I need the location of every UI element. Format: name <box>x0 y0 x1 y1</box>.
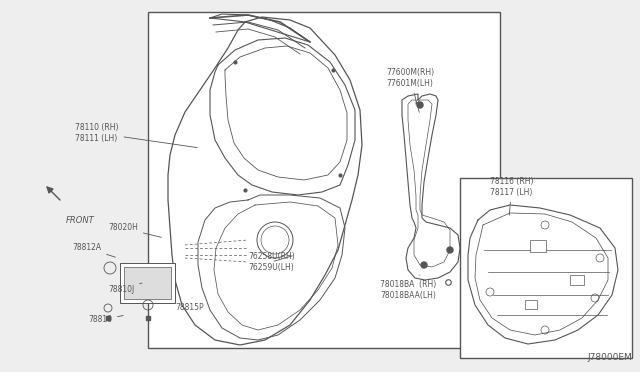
Text: 76258U(RH)
76259U(LH): 76258U(RH) 76259U(LH) <box>248 252 295 272</box>
Bar <box>530 240 546 252</box>
Bar <box>124 267 171 299</box>
Bar <box>570 275 584 285</box>
Text: 78812A: 78812A <box>72 244 115 257</box>
Polygon shape <box>210 14 310 42</box>
Circle shape <box>447 247 453 253</box>
Bar <box>460 178 632 358</box>
Text: 77600M(RH)
77601M(LH): 77600M(RH) 77601M(LH) <box>386 68 434 112</box>
Text: 78815P: 78815P <box>175 298 204 312</box>
Text: 78018BA  (RH)
78018BAA(LH): 78018BA (RH) 78018BAA(LH) <box>380 275 436 300</box>
Bar <box>120 263 175 303</box>
Circle shape <box>417 102 423 108</box>
Text: FRONT: FRONT <box>66 216 95 225</box>
Text: 78810J: 78810J <box>108 283 142 295</box>
Text: 78810: 78810 <box>88 315 124 324</box>
Text: J78000EM: J78000EM <box>588 353 632 362</box>
Circle shape <box>421 262 427 268</box>
Text: 78110 (RH)
78111 (LH): 78110 (RH) 78111 (LH) <box>75 123 197 148</box>
Text: 78020H: 78020H <box>108 224 161 237</box>
Text: 78116 (RH)
78117 (LH): 78116 (RH) 78117 (LH) <box>490 177 534 215</box>
Bar <box>148 12 500 348</box>
Bar <box>525 300 537 309</box>
